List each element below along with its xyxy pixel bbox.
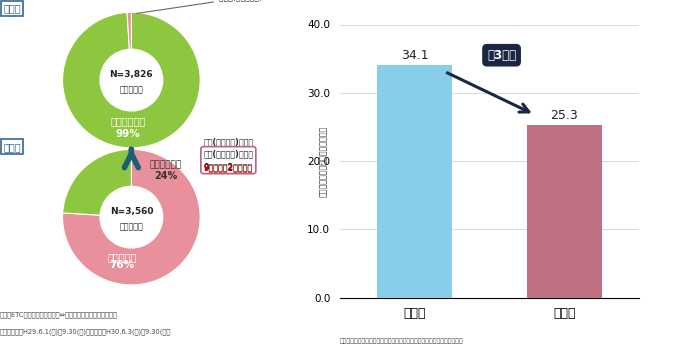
- Text: N=3,826: N=3,826: [109, 70, 153, 79]
- Bar: [527, 125, 602, 298]
- Text: 76%: 76%: [109, 260, 135, 270]
- Text: 開通後: 開通後: [3, 142, 21, 152]
- Text: N=3,560: N=3,560: [109, 207, 153, 216]
- Text: 首都高速経由: 首都高速経由: [111, 117, 146, 127]
- Text: 外環道(一般道含む) 1%: 外環道(一般道含む) 1%: [137, 0, 276, 13]
- Text: 都心(首都高速)経由が: 都心(首都高速)経由が: [203, 137, 254, 146]
- Text: 25.3: 25.3: [551, 109, 578, 122]
- Text: 34.1: 34.1: [401, 49, 428, 62]
- Wedge shape: [127, 12, 131, 80]
- Text: 99%: 99%: [116, 129, 141, 139]
- Wedge shape: [63, 149, 131, 217]
- Text: 出典：トラフィックカウンター（左図の黄色ハッチ内の路線のみを集計）: 出典：トラフィックカウンター（左図の黄色ハッチ内の路線のみを集計）: [340, 338, 464, 344]
- Text: 外環道経由: 外環道経由: [107, 252, 137, 262]
- Wedge shape: [63, 149, 200, 285]
- Text: 開通前：H29.6.1(木)〜9.30(土)　開通後：H30.6.3(日)〜9.30(日）: 開通前：H29.6.1(木)〜9.30(土) 開通後：H30.6.3(日)〜9.…: [0, 328, 171, 335]
- Text: 都心(首都高速)経由が
9割超から2割へ減少: 都心(首都高速)経由が 9割超から2割へ減少: [203, 149, 254, 171]
- Text: 首都高速経由: 首都高速経由: [150, 160, 182, 169]
- Wedge shape: [63, 12, 200, 148]
- Text: 24%: 24%: [154, 170, 177, 181]
- FancyArrowPatch shape: [124, 149, 138, 168]
- Bar: [377, 65, 452, 298]
- Text: 開通前: 開通前: [3, 3, 21, 13]
- Text: 出典：ETCログデータ（東北道⇔東関東道の交通のみを抽出）: 出典：ETCログデータ（東北道⇔東関東道の交通のみを抽出）: [0, 311, 118, 318]
- Text: 9割超から2割へ減少: 9割超から2割へ減少: [204, 163, 253, 172]
- Text: 渋滞損失時間＊（千台・時／日）: 渋滞損失時間＊（千台・時／日）: [318, 125, 328, 197]
- Text: （台／日）: （台／日）: [120, 223, 143, 231]
- Text: 約3割減: 約3割減: [487, 49, 516, 62]
- Text: （台／日）: （台／日）: [120, 85, 143, 94]
- Circle shape: [100, 186, 163, 248]
- Circle shape: [100, 49, 163, 111]
